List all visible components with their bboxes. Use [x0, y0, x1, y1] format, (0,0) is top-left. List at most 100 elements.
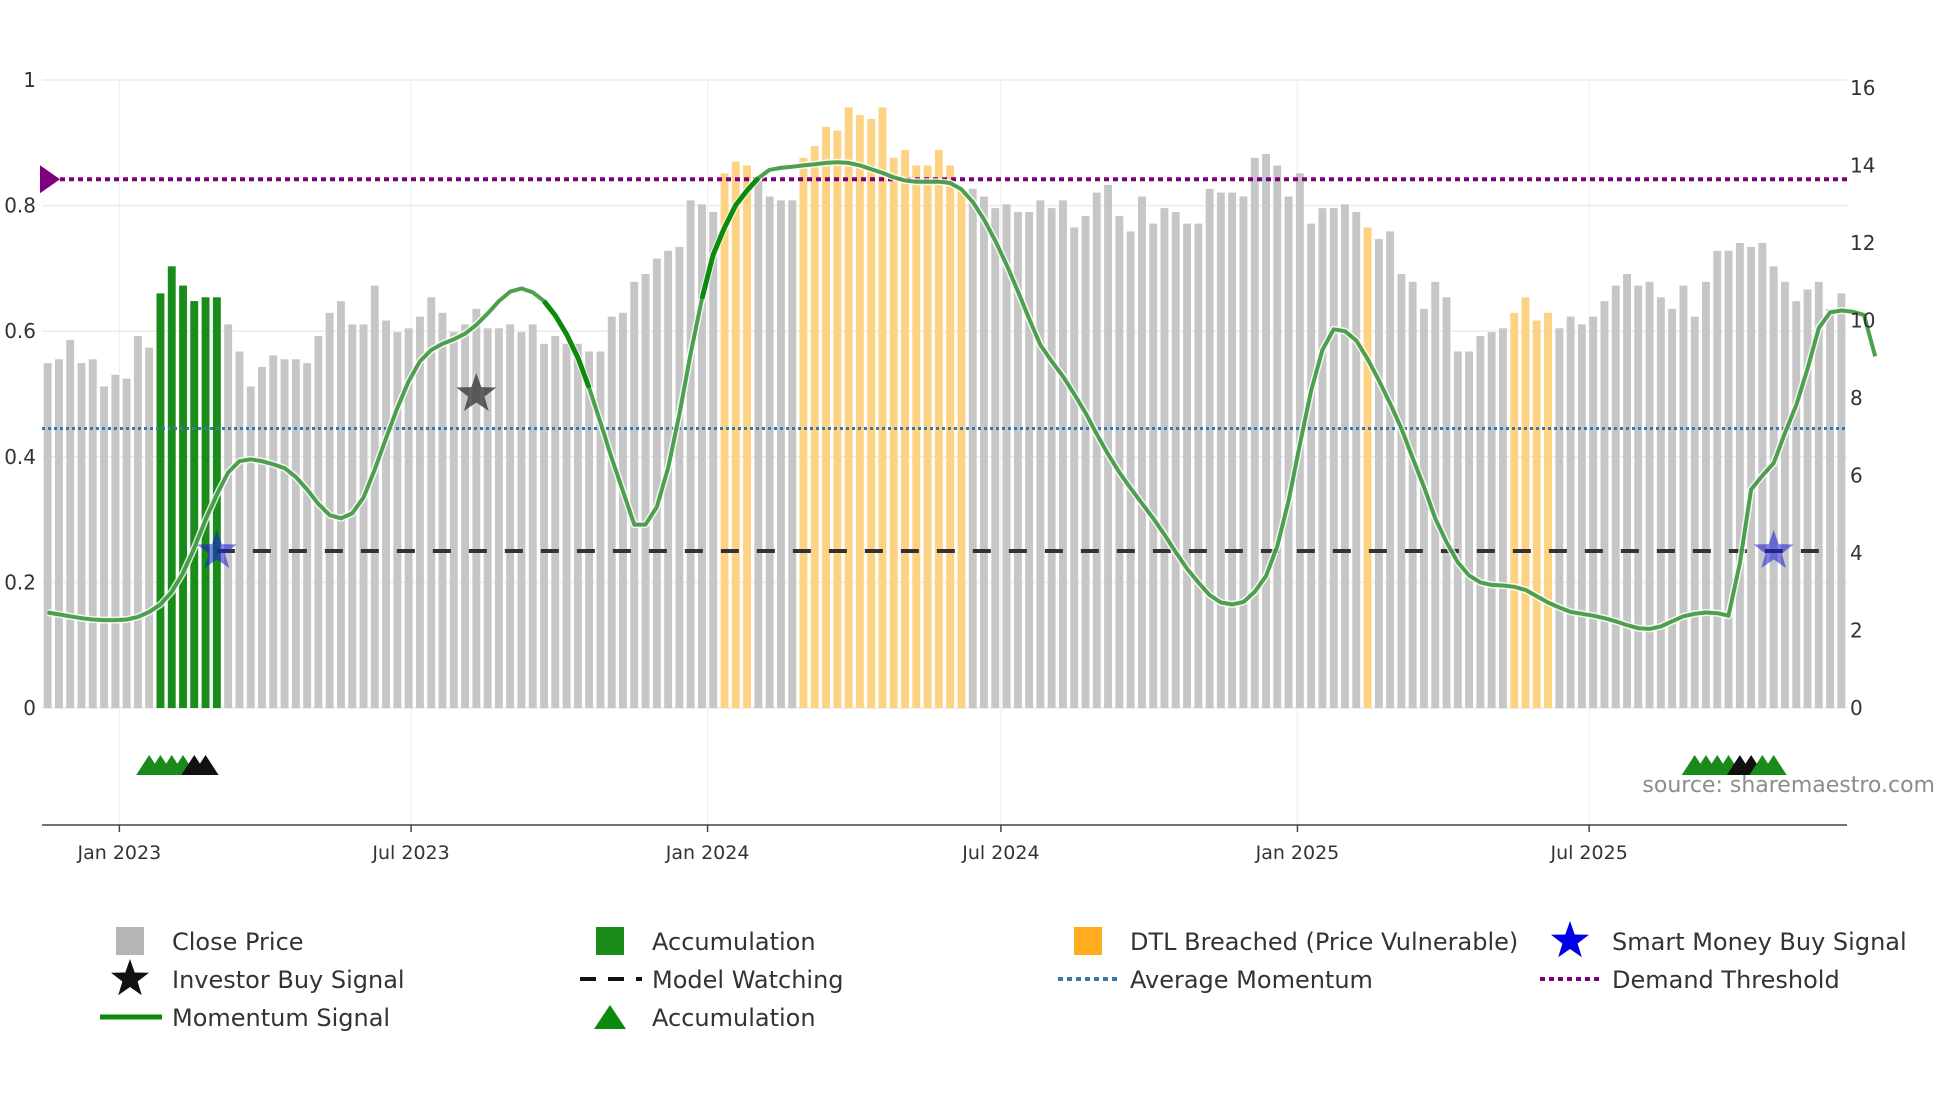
momentum-signal-strong-segment: [699, 176, 761, 300]
legend-item: Close Price: [116, 927, 304, 956]
close-price-bar: [1769, 266, 1778, 709]
close-price-bar: [1059, 200, 1067, 708]
close-price-bar: [528, 324, 537, 708]
close-price-bar: [1081, 215, 1090, 708]
accumulation-markers-panel: [136, 755, 1787, 775]
close-price-bar: [416, 316, 424, 708]
close-price-bar: [1803, 289, 1812, 708]
dtl-breached-bar: [867, 119, 876, 708]
close-price-bar: [1611, 285, 1620, 708]
x-axis-tick-label: Jul 2024: [961, 842, 1039, 864]
close-price-bar: [1374, 239, 1383, 708]
close-price-bar: [1262, 153, 1270, 708]
dtl-breached-bar: [810, 146, 819, 709]
source-label: source: sharemaestro.com: [1642, 773, 1935, 798]
close-price-bar: [1104, 184, 1112, 708]
close-price-bar: [1183, 223, 1191, 708]
demand-threshold-marker: [40, 165, 60, 194]
close-price-bar: [483, 328, 492, 709]
left-axis-tick-label: 1: [23, 68, 36, 92]
close-price-bar: [1690, 316, 1699, 708]
close-price-bar: [1826, 308, 1834, 708]
close-price-bar: [1656, 297, 1665, 709]
close-price-bar: [461, 324, 469, 708]
close-price-bar: [777, 200, 785, 708]
legend-label: Close Price: [172, 928, 304, 956]
dtl-breached-bar: [822, 126, 830, 709]
legend-item: Accumulation: [594, 1004, 816, 1032]
close-price-bar: [246, 386, 255, 708]
close-price-bar: [1781, 281, 1789, 709]
close-price-bar: [630, 281, 639, 709]
price-bars: [43, 107, 1846, 709]
right-axis-tick-label: 10: [1850, 309, 1875, 333]
investor-accumulation-marker: [192, 755, 219, 775]
close-price-bar: [1036, 200, 1045, 708]
close-price-bar: [224, 324, 233, 708]
left-axis-tick-label: 0.6: [4, 319, 36, 343]
close-price-bar: [1837, 293, 1846, 708]
legend-item: Demand Threshold: [1540, 966, 1840, 994]
dtl-breached-bar: [743, 165, 751, 708]
close-price-bar: [1341, 204, 1349, 709]
right-axis-tick-label: 14: [1850, 154, 1875, 178]
close-price-bar: [1284, 196, 1293, 708]
close-price-bar: [111, 374, 120, 709]
legend-swatch: [596, 927, 624, 955]
close-price-bar: [1126, 231, 1135, 708]
dtl-breached-bar: [1544, 312, 1552, 709]
dtl-breached-bar: [889, 157, 898, 709]
legend-label: DTL Breached (Price Vulnerable): [1130, 928, 1518, 956]
close-price-bar: [1047, 208, 1056, 708]
legend-item: DTL Breached (Price Vulnerable): [1074, 927, 1518, 956]
close-price-bar: [66, 339, 75, 708]
close-price-bar: [1555, 328, 1564, 709]
close-price-bar: [1397, 274, 1406, 708]
dtl-breached-bar: [946, 165, 955, 708]
close-price-bar: [1138, 196, 1146, 708]
right-axis-tick-label: 0: [1850, 696, 1863, 720]
close-price-bar: [1408, 281, 1417, 709]
close-price-bar: [494, 328, 503, 709]
close-price-bar: [1735, 243, 1744, 708]
x-axis-tick-label: Jul 2023: [371, 842, 449, 864]
right-axis-tick-label: 2: [1850, 619, 1863, 643]
close-price-bar: [1307, 223, 1316, 708]
close-price-bar: [1814, 281, 1823, 709]
close-price-bar: [1442, 297, 1451, 709]
dtl-breached-bar: [912, 165, 921, 708]
momentum-signal: [47, 158, 1879, 633]
accumulation-marker: [1760, 755, 1787, 775]
close-price-bar: [1149, 223, 1158, 708]
legend-label: Accumulation: [652, 1004, 816, 1032]
legend-star-icon: [111, 959, 149, 996]
close-price-bar: [1668, 308, 1677, 708]
close-price-bar: [1216, 192, 1225, 709]
legend-item: Smart Money Buy Signal: [1551, 921, 1907, 958]
close-price-bar: [55, 359, 63, 709]
dtl-breached-bar: [844, 107, 853, 708]
close-price-bar: [359, 324, 368, 708]
smart-money-buy-signal-star: [196, 530, 237, 568]
close-price-bar: [370, 285, 379, 708]
x-axis-tick-label: Jul 2025: [1549, 842, 1627, 864]
dtl-breached-bar: [799, 157, 808, 709]
right-axis-tick-label: 4: [1850, 541, 1863, 565]
left-axis-tick-label: 0.2: [4, 570, 36, 594]
close-price-bar: [291, 359, 300, 709]
dtl-breached-bar: [1532, 320, 1541, 708]
dtl-breached-bar: [1521, 297, 1530, 709]
x-axis-tick-label: Jan 2024: [665, 842, 750, 864]
close-price-bar: [1724, 250, 1733, 709]
close-price-bar: [1645, 281, 1654, 709]
close-price-bar: [235, 351, 244, 708]
close-price-bar: [1487, 332, 1496, 708]
close-price-bar: [1702, 281, 1710, 709]
accumulation-bar: [156, 293, 165, 708]
dtl-breached-bar: [1510, 312, 1519, 709]
legend-item: Model Watching: [580, 966, 844, 994]
close-price-bar: [1171, 212, 1180, 708]
close-price-bar: [1623, 274, 1631, 708]
left-axis-tick-label: 0: [23, 696, 36, 720]
